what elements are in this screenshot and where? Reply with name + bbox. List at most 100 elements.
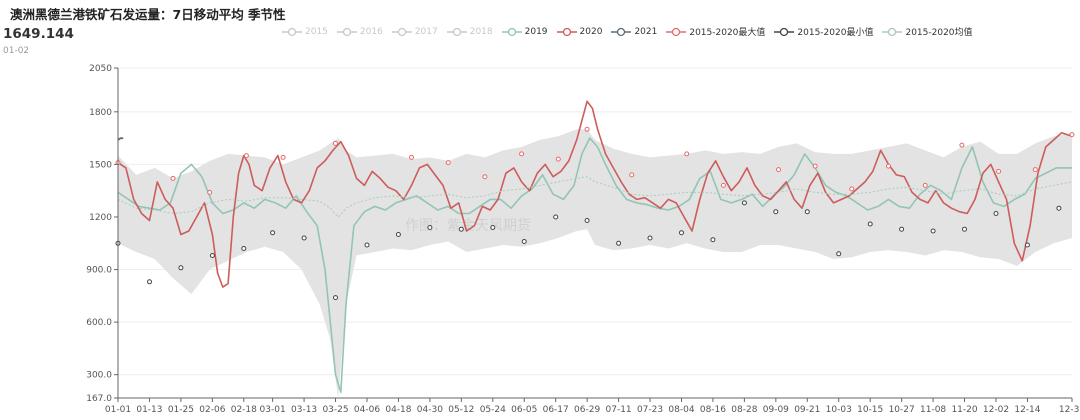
x-tick-label-5: 03-01 [260, 405, 286, 415]
x-tick-label-0: 01-01 [105, 405, 131, 415]
x-tick-label-27: 11-20 [951, 405, 977, 415]
legend-item-2021-6[interactable]: 2021 [611, 25, 657, 38]
legend-swatch-icon [611, 27, 632, 36]
series-point-5-14 [553, 214, 559, 220]
x-tick-label-7: 03-25 [322, 405, 348, 415]
legend-label: 2015 [305, 26, 328, 37]
series-point-4-13 [684, 151, 690, 157]
x-tick-label-25: 10-27 [889, 405, 915, 415]
series-point-5-19 [710, 237, 716, 243]
series-point-5-28 [993, 211, 999, 216]
series-point-4-20 [959, 142, 965, 148]
legend-item-2015-2020-9[interactable]: 2015-2020均值 [882, 25, 973, 38]
legend-swatch-icon [882, 27, 903, 36]
series-point-5-20 [741, 200, 747, 206]
series-point-4-5 [333, 140, 338, 146]
legend-item-2015-2020-8[interactable]: 2015-2020最小值 [774, 25, 873, 38]
x-tick-label-23: 10-03 [826, 405, 852, 415]
legend-item-2020-5[interactable]: 2020 [556, 25, 602, 38]
series-point-5-2 [178, 265, 184, 271]
legend-label: 2015-2020最小值 [797, 28, 874, 38]
series-point-4-16 [812, 163, 818, 169]
y-tick-label-2: 600.0 [86, 318, 112, 328]
series-point-5-23 [836, 251, 842, 257]
y-tick-label-6: 1800 [89, 108, 112, 118]
legend-swatch-icon [446, 27, 467, 36]
series-point-5-5 [270, 230, 276, 236]
series-point-5-9 [395, 232, 401, 237]
y-tick-label-5: 1500 [89, 160, 112, 170]
series-point-5-24 [867, 221, 873, 227]
legend-swatch-icon [556, 27, 577, 36]
x-tick-label-16: 07-11 [606, 405, 632, 415]
current-date: 01-02 [3, 46, 30, 56]
legend-label: 2015-2020最大值 [689, 28, 766, 38]
legend-swatch-icon [336, 27, 357, 36]
legend-label: 2018 [469, 26, 493, 37]
legend-swatch-icon [666, 27, 687, 36]
series-point-4-10 [555, 156, 561, 162]
y-tick-label-3: 900.0 [86, 266, 112, 276]
series-point-5-6 [301, 235, 307, 241]
current-value: 1649.144 [3, 26, 74, 42]
series-point-4-23 [1069, 132, 1075, 138]
series-point-5-22 [804, 209, 810, 215]
x-tick-label-26: 11-08 [920, 405, 946, 415]
x-tick-label-1: 01-13 [136, 405, 162, 415]
watermark: 作图：紫金天风期货 [405, 218, 531, 234]
series-point-4-14 [720, 182, 726, 188]
legend-swatch-icon [282, 27, 302, 36]
x-tick-label-29: 12-14 [1014, 405, 1040, 415]
series-point-5-13 [521, 239, 527, 244]
series-point-4-17 [849, 186, 855, 192]
legend-item-2015-2020-7[interactable]: 2015-2020最大值 [666, 25, 765, 38]
min-max-band [118, 129, 1072, 399]
series-point-5-1 [147, 279, 152, 285]
series-point-5-17 [647, 235, 653, 241]
x-tick-label-21: 09-09 [763, 405, 789, 415]
series-point-4-6 [409, 154, 414, 160]
series-point-5-29 [1024, 242, 1030, 248]
series-line-3 [117, 176, 1073, 218]
x-tick-label-3: 02-06 [199, 405, 225, 415]
series-point-5-12 [490, 225, 496, 230]
series-point-4-22 [1032, 167, 1038, 173]
legend-item-2015-0[interactable]: 2015 [282, 25, 328, 38]
x-tick-label-10: 04-30 [417, 405, 443, 415]
legend-swatch-icon [501, 27, 522, 36]
series-point-4-12 [629, 172, 635, 178]
series-point-5-26 [930, 228, 936, 234]
y-tick-label-0: 167.0 [86, 394, 112, 404]
series-point-5-3 [209, 253, 215, 258]
series-point-5-8 [364, 242, 370, 248]
series-point-5-7 [333, 295, 338, 301]
x-axis: 01-01 01-13 01-25 02-06 02-18 03-01 03-13 03-25… [105, 397, 1080, 415]
legend-item-2018-3[interactable]: 2018 [446, 25, 493, 38]
x-tick-label-12: 05-24 [480, 405, 506, 415]
x-tick-label-4: 02-18 [231, 405, 257, 415]
x-tick-label-2: 01-25 [168, 405, 194, 415]
legend-item-2019-4[interactable]: 2019 [501, 25, 548, 38]
legend-item-2017-2[interactable]: 2017 [391, 25, 438, 38]
chart-title: 澳洲黑德兰港铁矿石发运量：7日移动平均 季节性 [10, 7, 286, 22]
x-tick-label-19: 08-16 [700, 405, 726, 415]
y-tick-label-1: 300.0 [86, 371, 112, 381]
series-point-4-3 [243, 153, 249, 159]
series-point-4-19 [922, 182, 928, 188]
legend-item-2016-1[interactable]: 2016 [336, 25, 383, 38]
y-axis: 167.0 300.0 600.0 900.0 1200 1500 1800 2050 [86, 64, 119, 404]
series-point-4-18 [886, 163, 891, 169]
x-tick-label-15: 06-29 [574, 405, 600, 415]
legend-label: 2016 [359, 26, 383, 37]
x-tick-label-6: 03-13 [291, 405, 317, 415]
x-tick-label-13: 06-05 [511, 405, 537, 415]
series-point-5-25 [899, 226, 905, 232]
x-tick-label-24: 10-15 [857, 405, 883, 415]
series-point-4-8 [482, 174, 488, 180]
series-point-5-21 [773, 209, 779, 215]
legend-swatch-icon [774, 27, 795, 36]
series-point-5-15 [584, 218, 590, 223]
legend: 2015 2016 2017 2018 2019 2020 2021 2015-2020最大值… [282, 25, 973, 38]
series-lines [115, 100, 1075, 393]
